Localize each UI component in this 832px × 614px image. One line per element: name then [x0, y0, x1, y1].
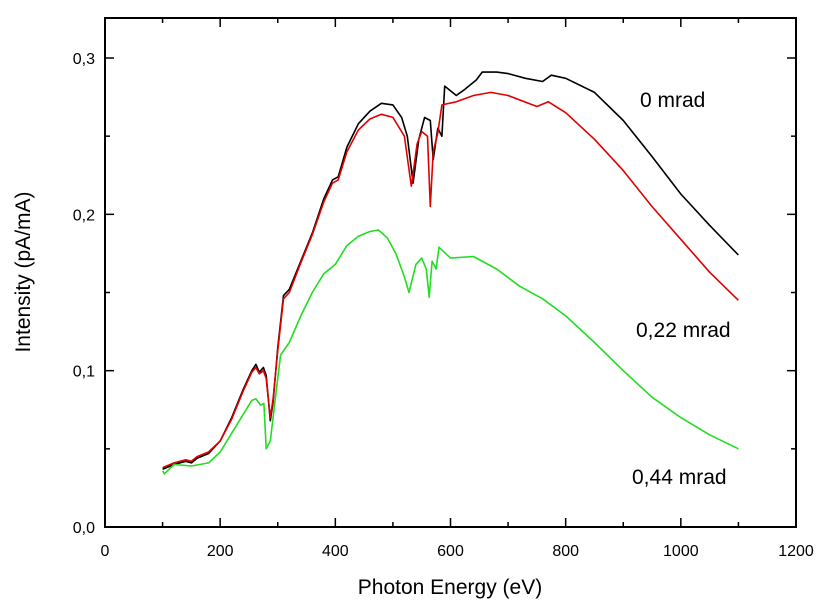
y-tick-label: 0,2 [73, 207, 95, 224]
x-tick-label: 600 [437, 543, 464, 560]
series-label-0-44-mrad: 0,44 mrad [632, 466, 727, 489]
x-tick-label: 400 [322, 543, 349, 560]
y-tick-label: 0,1 [73, 364, 95, 381]
x-tick-label: 1200 [778, 543, 814, 560]
y-axis-label: Intensity (pA/mA) [12, 191, 35, 352]
x-tick-label: 0 [101, 543, 110, 560]
series-line-1 [162, 91, 739, 469]
x-tick-label: 800 [552, 543, 579, 560]
series-line-2 [161, 229, 739, 475]
series-label-0-22-mrad: 0,22 mrad [636, 319, 731, 342]
y-tick-label: 0,3 [73, 51, 95, 68]
y-tick-label: 0,0 [73, 520, 95, 537]
x-tick-label: 1000 [663, 543, 699, 560]
series-line-0 [162, 71, 739, 470]
series-label-0-mrad: 0 mrad [640, 89, 705, 112]
x-tick-label: 200 [207, 543, 234, 560]
ticks-layer: 0 200 400 600 800 1000 1200 0,0 0,1 0,2 0,3 [73, 18, 814, 560]
x-axis-label: Photon Energy (eV) [358, 576, 542, 599]
series-layer [161, 71, 739, 475]
